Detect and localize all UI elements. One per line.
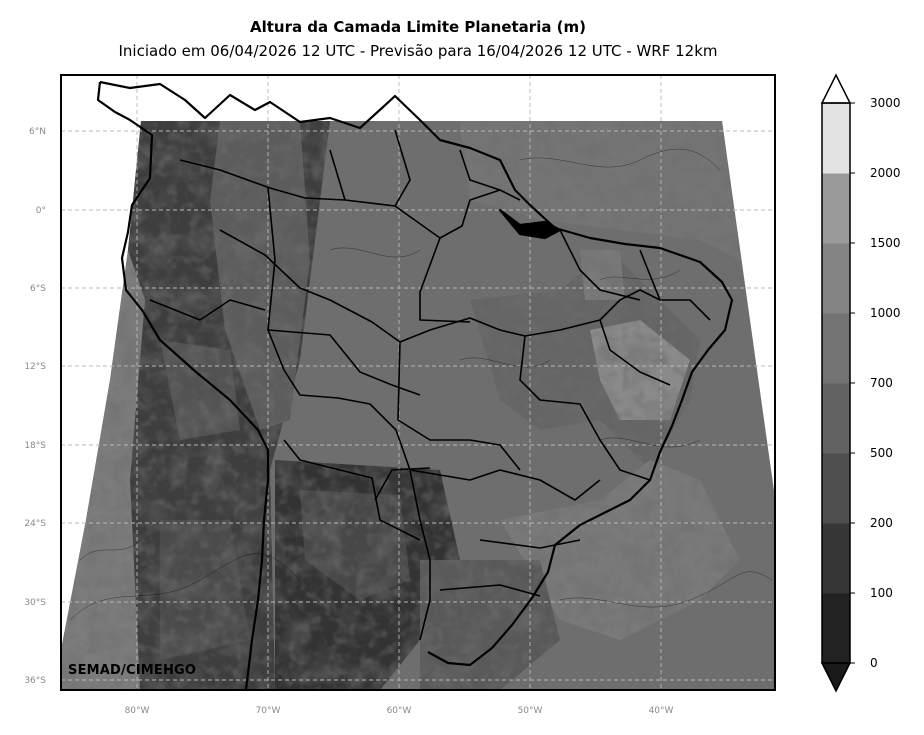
map-frame [60, 74, 776, 691]
lat-label: 30°S [24, 598, 46, 608]
colorbar-band [822, 313, 850, 384]
lat-label: 12°S [24, 362, 46, 372]
field-layer [61, 75, 775, 690]
lon-label: 40°W [649, 706, 674, 716]
colorbar-band [822, 243, 850, 314]
lon-label: 60°W [387, 706, 412, 716]
lat-label: 6°S [30, 284, 46, 294]
colorbar-band [822, 103, 850, 174]
colorbar-band [822, 523, 850, 594]
colorbar-label: 2000 [870, 166, 901, 180]
colorbar-band [822, 383, 850, 454]
border-lines [149, 129, 711, 641]
colorbar-band [822, 173, 850, 244]
lon-label: 50°W [518, 706, 543, 716]
colorbar-extend-high [820, 73, 852, 104]
colorbar-label: 100 [870, 586, 893, 600]
colorbar-label: 700 [870, 376, 893, 390]
colorbar-extend-low [820, 662, 852, 693]
lat-label: 18°S [24, 441, 46, 451]
colorbar-band [822, 593, 850, 664]
lat-label: 6°N [29, 127, 46, 137]
colorbar-label: 0 [870, 656, 878, 670]
credit-label: SEMAD/CIMEHGO [68, 663, 197, 678]
lat-label: 24°S [24, 519, 46, 529]
colorbar-label: 3000 [870, 96, 901, 110]
latitude-labels: 6°N 0° 6°S 12°S 18°S 24°S 30°S 36°S [24, 127, 46, 686]
colorbar-band [822, 453, 850, 524]
colorbar-label: 200 [870, 516, 893, 530]
longitude-labels: 80°W 70°W 60°W 50°W 40°W [125, 706, 674, 716]
map-title: Altura da Camada Limite Planetaria (m) [249, 18, 587, 36]
lon-label: 70°W [256, 706, 281, 716]
lat-label: 36°S [24, 676, 46, 686]
coastline-lines [96, 80, 734, 690]
map-subtitle: Iniciado em 06/04/2026 12 UTC - Previsão… [118, 42, 718, 60]
colorbar-label: 1500 [870, 236, 901, 250]
colorbar-label: 500 [870, 446, 893, 460]
colorbar-label: 1000 [870, 306, 901, 320]
lon-label: 80°W [125, 706, 150, 716]
lat-label: 0° [36, 206, 46, 216]
